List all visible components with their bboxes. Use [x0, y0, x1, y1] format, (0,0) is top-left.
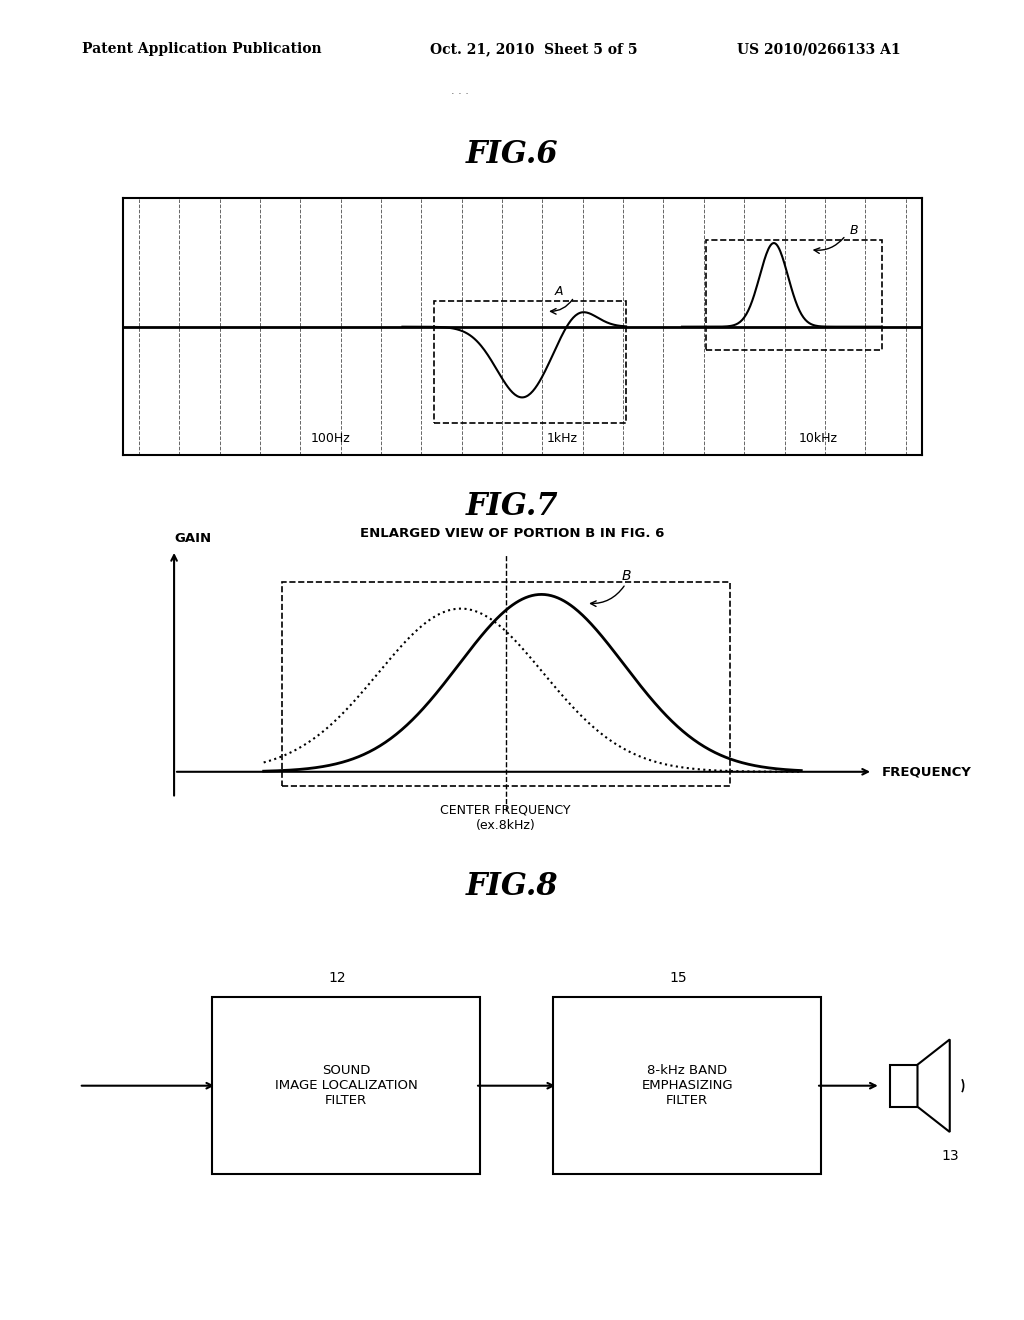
Polygon shape — [918, 1039, 950, 1133]
Polygon shape — [890, 1065, 918, 1106]
Text: 8-kHz BAND
EMPHASIZING
FILTER: 8-kHz BAND EMPHASIZING FILTER — [641, 1064, 733, 1107]
Text: B: B — [622, 569, 632, 583]
Text: FIG.7: FIG.7 — [466, 491, 558, 521]
Text: FREQUENCY: FREQUENCY — [882, 766, 972, 779]
FancyBboxPatch shape — [554, 998, 821, 1173]
Text: 1kHz: 1kHz — [547, 432, 578, 445]
Text: 10kHz: 10kHz — [799, 432, 838, 445]
Text: 12: 12 — [328, 970, 346, 985]
Text: . . .: . . . — [451, 86, 468, 96]
Text: B: B — [850, 224, 858, 238]
FancyBboxPatch shape — [213, 998, 480, 1173]
Text: GAIN: GAIN — [174, 532, 211, 545]
Text: FIG.6: FIG.6 — [466, 139, 558, 169]
Text: ENLARGED VIEW OF PORTION B IN FIG. 6: ENLARGED VIEW OF PORTION B IN FIG. 6 — [359, 527, 665, 540]
Text: Patent Application Publication: Patent Application Publication — [82, 42, 322, 57]
Text: SOUND
IMAGE LOCALIZATION
FILTER: SOUND IMAGE LOCALIZATION FILTER — [274, 1064, 418, 1107]
Text: 15: 15 — [669, 970, 687, 985]
Text: A: A — [554, 285, 563, 297]
Text: 100Hz: 100Hz — [310, 432, 350, 445]
Text: 13: 13 — [941, 1148, 958, 1163]
Text: FIG.8: FIG.8 — [466, 871, 558, 902]
Text: Oct. 21, 2010  Sheet 5 of 5: Oct. 21, 2010 Sheet 5 of 5 — [430, 42, 638, 57]
Text: US 2010/0266133 A1: US 2010/0266133 A1 — [737, 42, 901, 57]
Text: CENTER FREQUENCY
(ex.8kHz): CENTER FREQUENCY (ex.8kHz) — [440, 804, 570, 832]
